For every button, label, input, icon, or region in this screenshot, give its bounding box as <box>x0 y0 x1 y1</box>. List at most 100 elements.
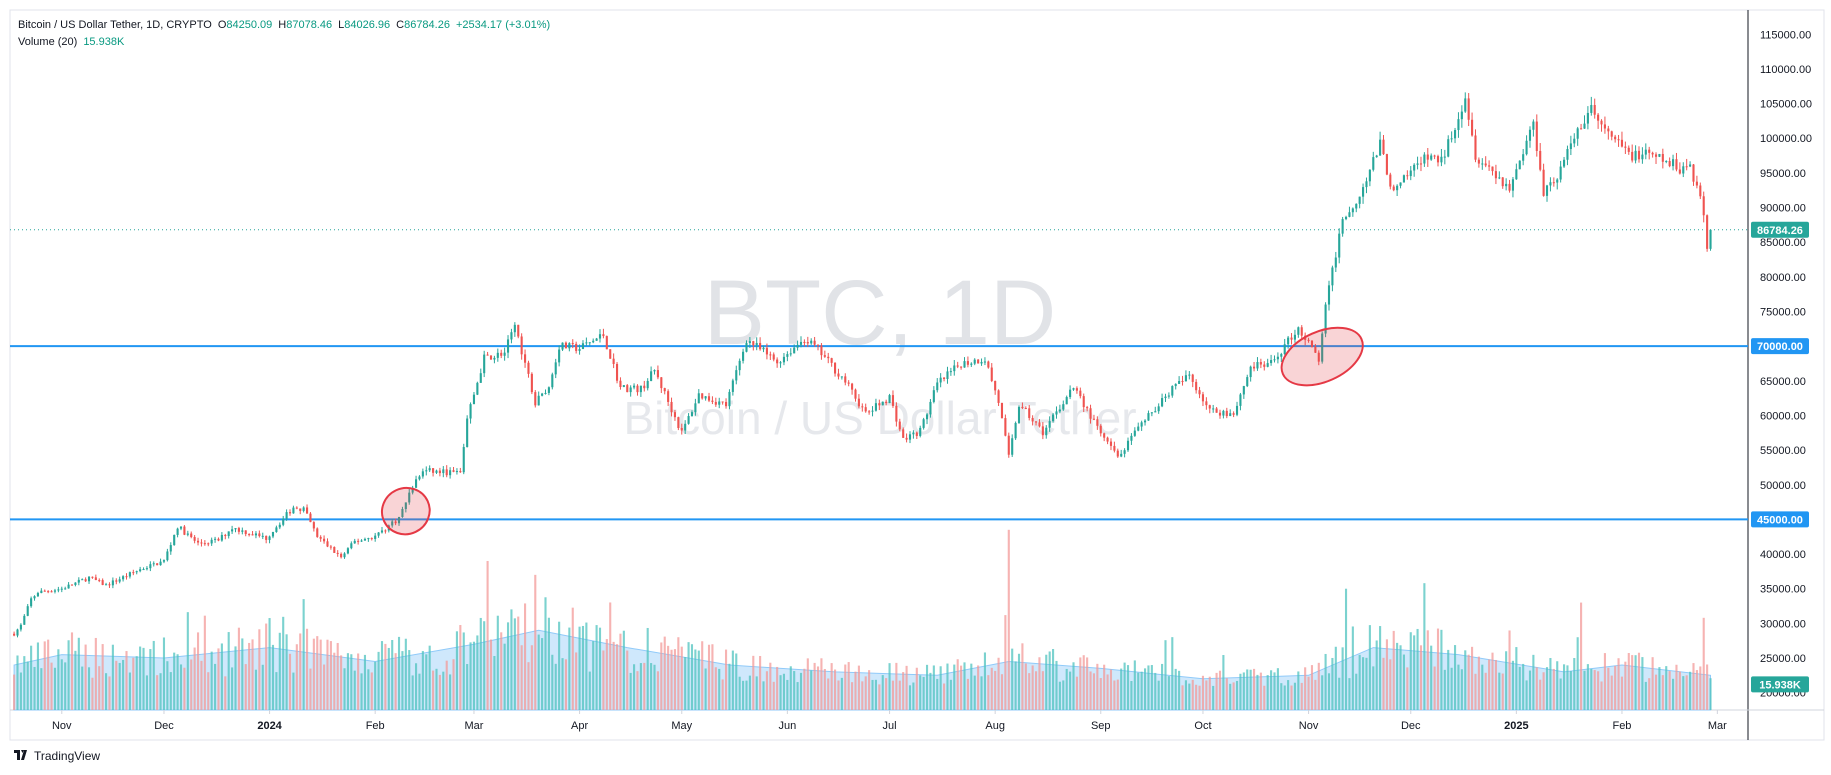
horizontal-lines[interactable] <box>10 345 1748 521</box>
candle-body <box>551 374 554 388</box>
candle-body <box>36 593 39 597</box>
volume-bar <box>622 630 625 710</box>
candle-body <box>135 571 138 573</box>
volume-bar <box>496 615 499 710</box>
candle-body <box>558 349 561 363</box>
volume-bar <box>513 618 516 710</box>
candle-body <box>633 385 636 388</box>
volume-bar <box>687 642 690 710</box>
candle-body <box>455 471 458 473</box>
candle-body <box>946 371 949 380</box>
tradingview-brand[interactable]: TradingView <box>14 749 100 763</box>
candle-body <box>837 373 840 377</box>
candle-body <box>401 509 404 517</box>
volume-bar <box>1532 654 1535 710</box>
volume-bar <box>1028 673 1031 710</box>
volume-bar <box>561 658 564 710</box>
candle-body <box>156 563 159 566</box>
candle-body <box>346 548 349 554</box>
candle-body <box>694 403 697 413</box>
volume-bar <box>796 682 799 710</box>
watermark-description: Bitcoin / US Dollar Tether <box>623 392 1136 444</box>
volume-bar <box>1648 678 1651 710</box>
tradingview-logo-icon <box>14 749 30 763</box>
volume-bar <box>1133 660 1136 710</box>
candle-body <box>220 534 223 541</box>
volume-bar <box>132 657 135 710</box>
volume-bar <box>1379 626 1382 710</box>
volume-bar <box>336 642 339 710</box>
volume-bar <box>149 649 152 710</box>
change-value: +2534.17 (+3.01%) <box>455 19 551 31</box>
candle-body <box>394 521 397 524</box>
volume-last-label-bg <box>1751 676 1809 693</box>
volume-bar <box>1498 672 1501 710</box>
candle-body <box>1634 150 1637 161</box>
candle-body <box>772 354 775 360</box>
volume-bar <box>466 664 469 710</box>
candle-body <box>166 551 169 561</box>
volume-bar <box>748 675 751 710</box>
volume-bar <box>1597 671 1600 710</box>
time-axis[interactable]: Nov Dec 2024 Feb Mar Apr May Jun Jul Aug Sep Oct Nov… <box>52 710 1727 732</box>
candle-body <box>442 469 445 474</box>
volume-bar <box>1467 654 1470 710</box>
candle-body <box>302 507 305 511</box>
volume-bar <box>1368 625 1371 710</box>
candle-body <box>517 324 520 337</box>
candle-body <box>888 395 891 404</box>
price-axis[interactable]: 20000.0025000.0030000.0035000.0040000.00… <box>1751 29 1812 700</box>
candle-body <box>605 336 608 350</box>
candle-body <box>503 352 506 356</box>
candle-body <box>1590 105 1593 113</box>
chart-border <box>9 9 1825 741</box>
volume-bar <box>1215 672 1218 710</box>
candle-body <box>271 531 275 537</box>
candle-body <box>1038 422 1041 427</box>
volume-bar <box>1113 680 1116 710</box>
candle-body <box>714 401 717 405</box>
volume-bar <box>261 664 264 710</box>
volume-bar <box>1634 655 1637 710</box>
candle-body <box>1559 166 1562 180</box>
volume-bar <box>67 640 70 710</box>
candle-body <box>1150 412 1153 414</box>
candle-body <box>564 342 567 349</box>
candle-body <box>1562 159 1566 167</box>
volume-bar <box>16 655 19 710</box>
volume-bar <box>905 665 908 710</box>
candle-body <box>105 584 108 586</box>
volume-bar <box>432 670 435 710</box>
candle-body <box>534 392 537 406</box>
volume-bar <box>469 642 472 710</box>
candle-body <box>1300 327 1303 336</box>
candle-body <box>23 615 26 625</box>
volume-bar <box>340 655 343 710</box>
volume-bar <box>745 680 748 710</box>
volume-bar <box>885 678 888 710</box>
candle-body <box>299 508 302 511</box>
volume-bar <box>391 639 394 710</box>
candle-body <box>1474 135 1477 160</box>
candle-body <box>493 357 496 360</box>
volume-bar <box>1443 669 1446 710</box>
candle-body <box>1225 410 1228 417</box>
candle-body <box>1014 422 1017 439</box>
symbol-title[interactable]: Bitcoin / US Dollar Tether, 1D, CRYPTO <box>18 19 212 31</box>
candle-body <box>397 516 401 524</box>
candle-body <box>1532 121 1535 130</box>
candle-body <box>1130 435 1133 441</box>
volume-bar <box>1518 666 1521 710</box>
annotations[interactable] <box>374 316 1371 542</box>
candle-body <box>1259 362 1262 365</box>
time-tick-label: Jun <box>778 720 796 732</box>
volume-bar <box>363 654 367 710</box>
candle-body <box>943 377 946 380</box>
volume-bar <box>977 665 980 710</box>
candle-body <box>1133 430 1136 436</box>
price-tick-label: 85000.00 <box>1760 237 1806 249</box>
volume-legend-row[interactable]: Volume (20) 15.938K <box>18 34 550 51</box>
ohlc-legend-row[interactable]: Bitcoin / US Dollar Tether, 1D, CRYPTO O… <box>18 17 550 34</box>
volume-bar <box>646 627 649 710</box>
